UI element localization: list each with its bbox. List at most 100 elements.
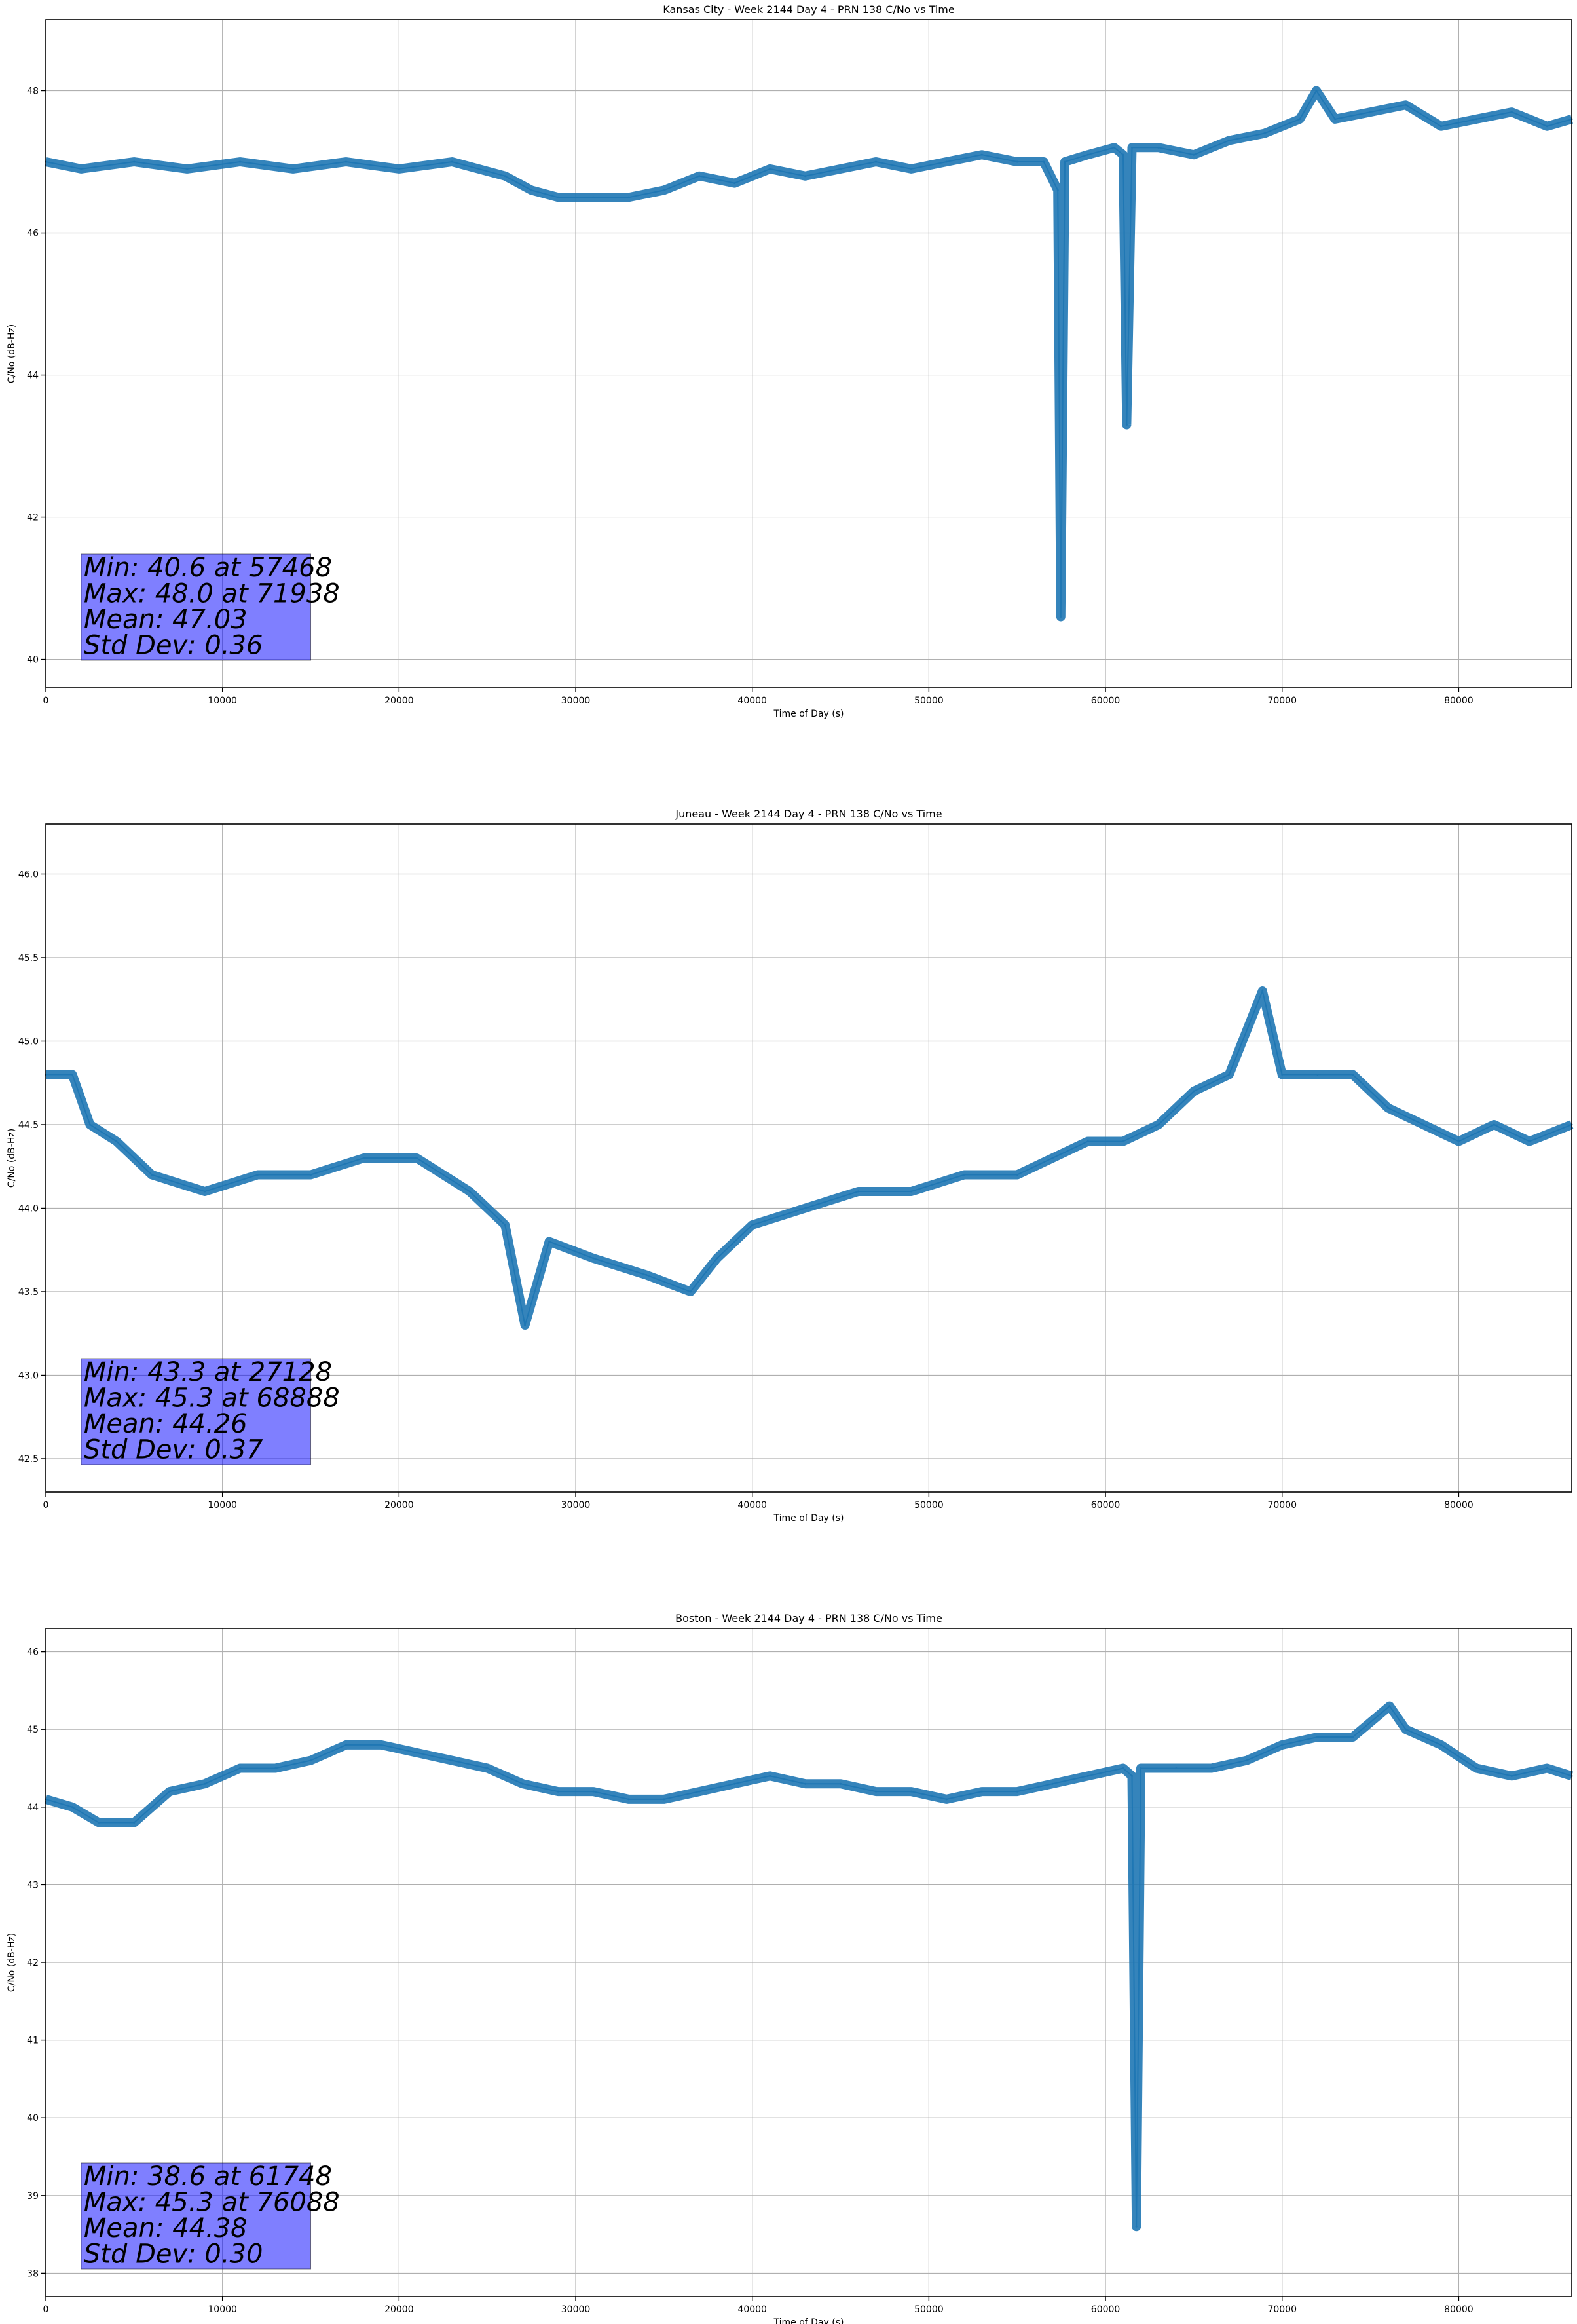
stats-line: Max: 45.3 at 68888 <box>84 1383 340 1414</box>
data-point <box>168 1790 171 1793</box>
y-tick-label: 44.0 <box>18 1204 39 1214</box>
y-tick-label: 45 <box>27 1725 39 1735</box>
data-point <box>663 189 665 191</box>
data-point <box>1246 1759 1248 1762</box>
data-point <box>945 1798 948 1801</box>
y-tick-label: 45.0 <box>18 1037 39 1047</box>
data-point <box>804 1782 807 1785</box>
x-tick-label: 0 <box>43 1500 49 1510</box>
data-point <box>239 160 242 163</box>
data-point <box>1405 103 1407 106</box>
stats-line: Min: 43.3 at 27128 <box>84 1357 332 1387</box>
data-point <box>98 1822 100 1824</box>
x-tick-label: 40000 <box>737 2304 767 2315</box>
data-point <box>1113 146 1116 149</box>
data-point <box>186 168 189 170</box>
data-point <box>310 1174 312 1176</box>
x-tick-label: 10000 <box>208 696 237 706</box>
data-point <box>344 1744 347 1746</box>
stats-line: Min: 38.6 at 61748 <box>84 2162 332 2192</box>
x-tick-label: 80000 <box>1444 2304 1474 2315</box>
series-line <box>45 1705 1572 2227</box>
y-tick-label: 42 <box>27 1958 39 1968</box>
data-point <box>910 1790 912 1793</box>
data-point <box>910 1190 912 1193</box>
y-tick-label: 43 <box>27 1880 39 1890</box>
data-point <box>1064 160 1066 163</box>
data-point <box>1210 1767 1213 1769</box>
data-point <box>1157 1123 1160 1126</box>
data-point <box>1228 1074 1231 1076</box>
data-point <box>1510 111 1513 113</box>
y-tick-label: 42 <box>27 513 39 523</box>
data-point <box>1016 1790 1018 1793</box>
data-point <box>1131 1774 1134 1777</box>
data-point <box>1043 160 1045 163</box>
data-point <box>1281 1074 1284 1076</box>
x-axis-label: Time of Day (s) <box>773 1513 844 1524</box>
y-axis-label: C/No (dB-Hz) <box>7 1933 17 1992</box>
y-tick-label: 38 <box>27 2268 39 2279</box>
y-axis-label: C/No (dB-Hz) <box>7 1129 17 1188</box>
data-point <box>133 160 136 163</box>
data-point <box>204 1190 206 1193</box>
x-tick-label: 50000 <box>914 696 944 706</box>
data-point <box>1405 1728 1407 1731</box>
data-point <box>1352 1736 1354 1738</box>
x-tick-label: 30000 <box>561 696 591 706</box>
data-point <box>1261 990 1264 992</box>
x-tick-label: 60000 <box>1091 696 1121 706</box>
axes-frame <box>45 823 1572 1493</box>
y-tick-label: 40 <box>27 2113 39 2124</box>
y-tick-label: 46 <box>27 1647 39 1658</box>
chart-title: Kansas City - Week 2144 Day 4 - PRN 138 … <box>663 3 954 16</box>
data-point <box>1388 1705 1391 1708</box>
series-line <box>46 988 1572 1326</box>
data-point <box>344 160 347 163</box>
y-tick-label: 42.5 <box>18 1454 39 1465</box>
data-point <box>151 1174 153 1176</box>
data-point <box>980 1790 983 1793</box>
data-point <box>945 160 948 163</box>
data-point <box>751 1224 754 1226</box>
data-point <box>274 1767 277 1769</box>
data-point <box>1528 1140 1531 1142</box>
data-point <box>874 160 877 163</box>
data-point <box>1122 1767 1124 1769</box>
stats-line: Mean: 47.03 <box>84 605 248 635</box>
data-point <box>1125 424 1128 426</box>
data-point <box>1131 146 1134 149</box>
data-point <box>769 1774 771 1777</box>
stats-line: Std Dev: 0.37 <box>84 1435 263 1465</box>
y-tick-label: 46.0 <box>18 870 39 880</box>
data-point <box>1122 153 1124 156</box>
data-point <box>1334 118 1337 121</box>
y-tick-label: 46 <box>27 229 39 239</box>
data-point <box>1060 615 1062 618</box>
series-band <box>45 86 1573 622</box>
data-point <box>1140 1767 1142 1769</box>
data-point <box>1546 1767 1548 1769</box>
data-point <box>1193 1090 1195 1093</box>
data-point <box>71 1806 73 1809</box>
data-point <box>1056 189 1059 191</box>
x-tick-label: 60000 <box>1091 2304 1121 2315</box>
data-point <box>310 1759 312 1762</box>
x-tick-label: 60000 <box>1091 1500 1121 1510</box>
x-axis-label: Time of Day (s) <box>773 2317 844 2324</box>
x-tick-label: 70000 <box>1267 2304 1297 2315</box>
data-point <box>380 1744 382 1746</box>
data-point <box>804 1207 807 1209</box>
data-point <box>804 175 807 178</box>
data-point <box>1175 1767 1178 1769</box>
stats-line: Max: 45.3 at 76088 <box>84 2188 340 2218</box>
stats-box <box>81 553 312 661</box>
x-tick-label: 70000 <box>1267 1500 1297 1510</box>
data-point <box>1422 1123 1424 1126</box>
data-point <box>963 1174 965 1176</box>
data-point <box>204 1782 206 1785</box>
data-point <box>627 196 630 198</box>
data-point <box>663 1798 665 1801</box>
y-tick-label: 43.5 <box>18 1287 39 1298</box>
x-tick-label: 20000 <box>384 696 414 706</box>
